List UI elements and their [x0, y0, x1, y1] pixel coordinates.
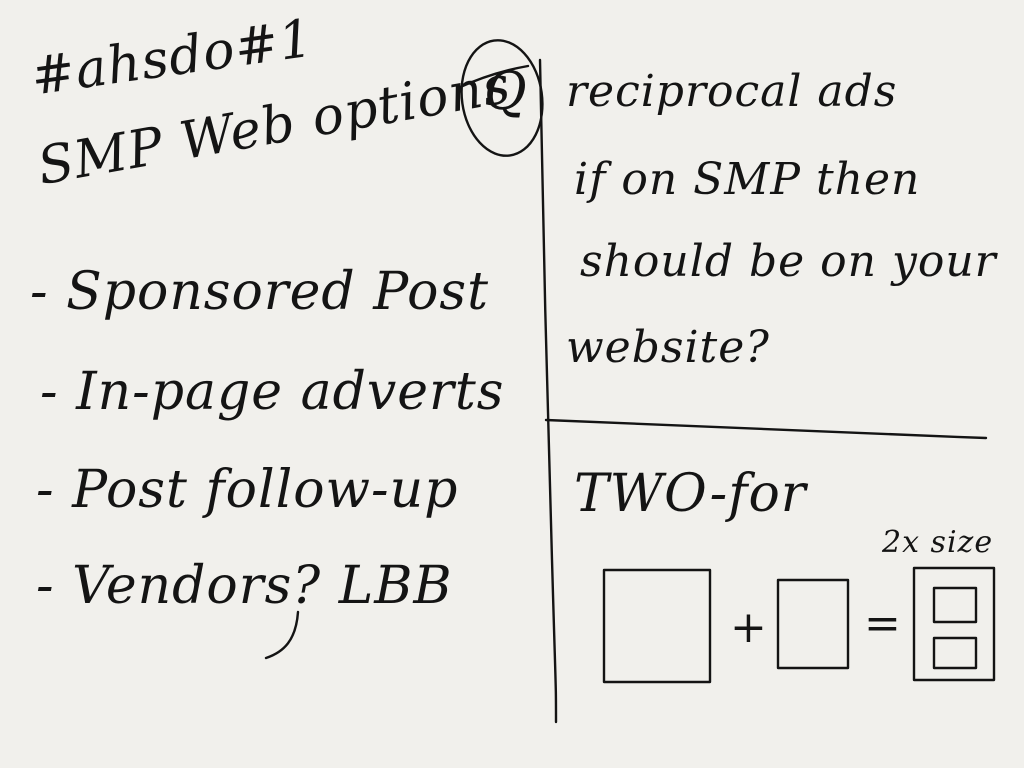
horizontal-divider [544, 418, 988, 440]
bullet-vendors: - Vendors? LBB [36, 556, 453, 616]
comma-stroke [264, 610, 300, 660]
bullet-in-page-adverts: - In-page adverts [40, 362, 505, 422]
small-ad-box [776, 578, 850, 670]
combined-ad-top [932, 586, 978, 624]
combined-ad-frame [912, 566, 996, 682]
q-strike [456, 64, 530, 90]
large-ad-box [602, 568, 712, 684]
size-note: 2x size [882, 525, 994, 560]
vertical-divider [538, 58, 558, 724]
q-circle-outer [460, 39, 544, 157]
question-line-4: website? [566, 322, 770, 373]
question-marker: Q [484, 62, 528, 122]
combined-ad-bottom [932, 636, 978, 670]
bullet-post-follow-up: - Post follow-up [36, 460, 459, 520]
question-line-1: reciprocal ads [566, 66, 898, 117]
bullet-sponsored-post: - Sponsored Post [30, 262, 490, 322]
plus-sign: + [730, 602, 768, 653]
two-for-title: TWO-for [574, 464, 807, 524]
equals-sign: = [864, 598, 902, 649]
question-line-2: if on SMP then [574, 154, 921, 205]
question-line-3: should be on your [580, 236, 997, 287]
